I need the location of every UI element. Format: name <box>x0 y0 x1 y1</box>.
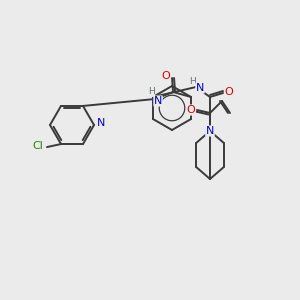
Text: O: O <box>187 105 195 115</box>
Text: H: H <box>189 76 195 85</box>
Text: H: H <box>148 88 154 97</box>
Text: N: N <box>97 118 105 128</box>
Text: O: O <box>225 87 233 97</box>
Text: N: N <box>206 126 214 136</box>
Text: O: O <box>162 71 170 81</box>
Text: N: N <box>196 83 204 93</box>
Text: Cl: Cl <box>33 141 44 151</box>
Text: N: N <box>154 96 162 106</box>
